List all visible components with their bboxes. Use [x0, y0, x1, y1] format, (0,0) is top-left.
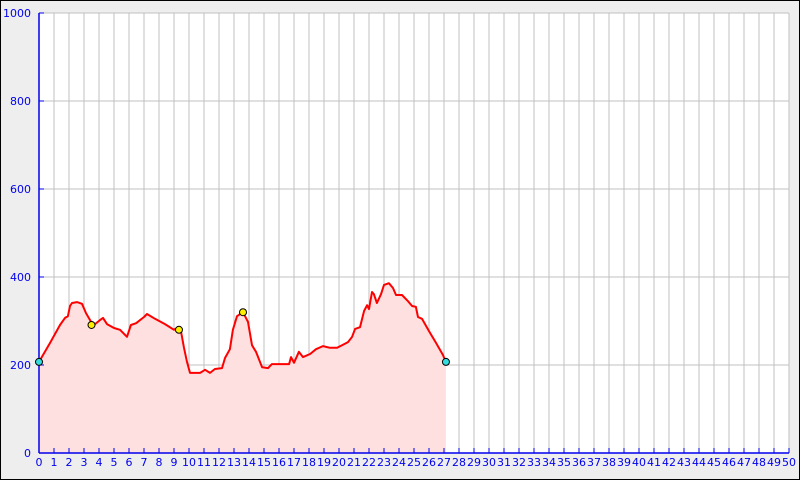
x-tick-label: 14	[242, 456, 256, 469]
x-tick-label: 18	[302, 456, 316, 469]
x-tick-label: 16	[272, 456, 286, 469]
waypoint-marker	[87, 320, 96, 329]
x-tick-label: 34	[542, 456, 556, 469]
y-tick-label: 1000	[3, 7, 31, 20]
x-tick-label: 30	[482, 456, 496, 469]
elevation-fill	[39, 283, 446, 453]
x-tick-label: 31	[497, 456, 511, 469]
x-tick-label: 13	[227, 456, 241, 469]
x-tick-label: 7	[141, 456, 148, 469]
x-tick-label: 32	[512, 456, 526, 469]
y-tick-label: 0	[24, 447, 31, 460]
x-tick-label: 42	[662, 456, 676, 469]
y-tick-label: 200	[10, 359, 31, 372]
x-tick-label: 1	[51, 456, 58, 469]
x-tick-label: 45	[707, 456, 721, 469]
x-tick-label: 19	[317, 456, 331, 469]
x-tick-label: 41	[647, 456, 661, 469]
x-tick-label: 27	[437, 456, 451, 469]
waypoint-marker	[174, 325, 183, 334]
x-tick-label: 46	[722, 456, 736, 469]
x-tick-label: 29	[467, 456, 481, 469]
x-tick-label: 15	[257, 456, 271, 469]
y-tick-label: 400	[10, 271, 31, 284]
x-tick-label: 35	[557, 456, 571, 469]
x-tick-label: 22	[362, 456, 376, 469]
y-tick-label: 800	[10, 95, 31, 108]
x-tick-label: 48	[752, 456, 766, 469]
x-tick-label: 37	[587, 456, 601, 469]
x-tick-label: 9	[171, 456, 178, 469]
x-tick-label: 25	[407, 456, 421, 469]
x-tick-label: 11	[197, 456, 211, 469]
x-tick-label: 3	[81, 456, 88, 469]
y-tick-label: 600	[10, 183, 31, 196]
x-tick-label: 33	[527, 456, 541, 469]
x-tick-label: 21	[347, 456, 361, 469]
x-tick-label: 17	[287, 456, 301, 469]
x-tick-label: 43	[677, 456, 691, 469]
x-tick-label: 50	[782, 456, 796, 469]
x-tick-label: 10	[182, 456, 196, 469]
x-tick-label: 2	[66, 456, 73, 469]
x-tick-label: 36	[572, 456, 586, 469]
endpoint-marker	[441, 357, 450, 366]
x-tick-label: 6	[126, 456, 133, 469]
x-tick-label: 39	[617, 456, 631, 469]
x-tick-label: 40	[632, 456, 646, 469]
x-tick-label: 38	[602, 456, 616, 469]
x-tick-label: 28	[452, 456, 466, 469]
x-tick-label: 20	[332, 456, 346, 469]
x-tick-label: 4	[96, 456, 103, 469]
x-tick-label: 47	[737, 456, 751, 469]
endpoint-marker	[35, 357, 43, 366]
x-tick-label: 49	[767, 456, 781, 469]
x-tick-label: 8	[156, 456, 163, 469]
x-tick-label: 12	[212, 456, 226, 469]
x-tick-label: 5	[111, 456, 118, 469]
x-tick-label: 23	[377, 456, 391, 469]
x-tick-label: 24	[392, 456, 406, 469]
waypoint-marker	[239, 308, 247, 317]
x-tick-label: 26	[422, 456, 436, 469]
x-tick-label: 44	[692, 456, 706, 469]
elevation-line	[38, 282, 447, 374]
x-tick-label: 0	[36, 456, 43, 469]
